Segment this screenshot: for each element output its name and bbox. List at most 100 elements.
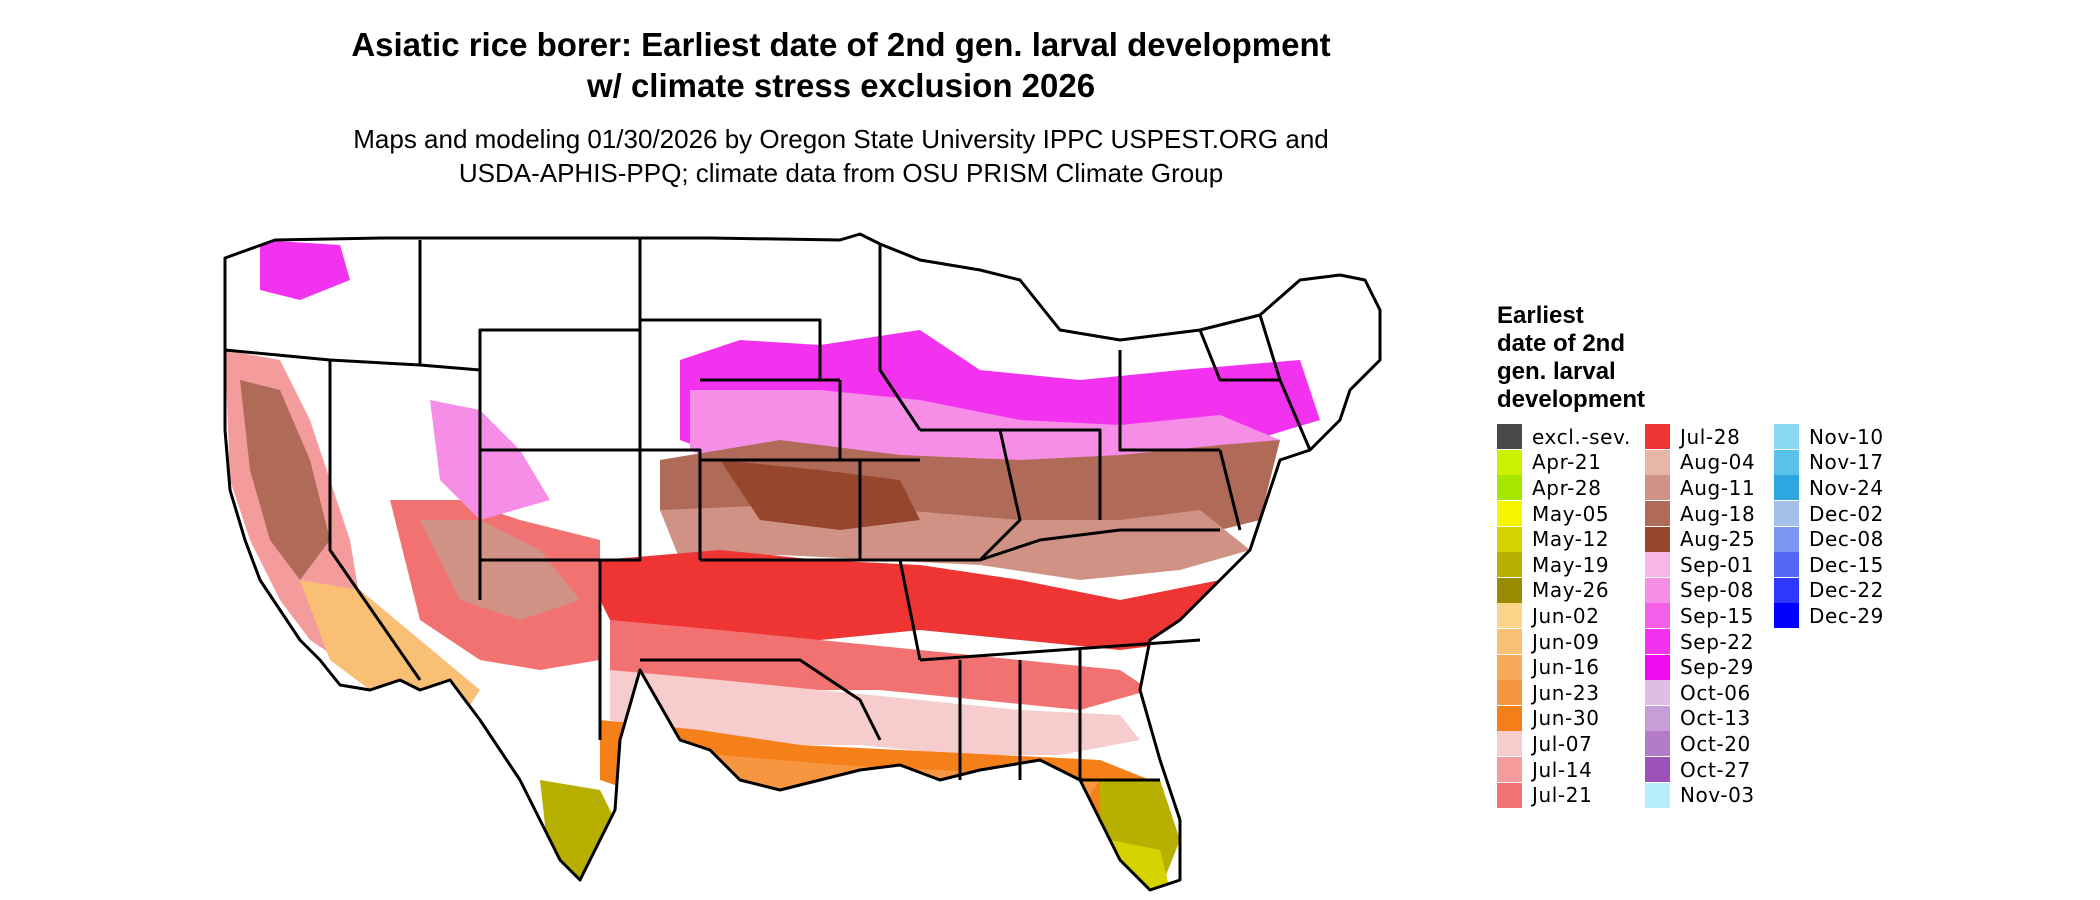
legend-label: excl.-sev. bbox=[1532, 424, 1631, 449]
legend-item: Apr-28 bbox=[1497, 475, 1631, 501]
legend-swatch bbox=[1645, 475, 1670, 501]
legend-swatch bbox=[1645, 757, 1670, 783]
legend-item: Dec-15 bbox=[1774, 552, 1884, 578]
legend-swatch bbox=[1774, 475, 1799, 501]
legend-swatch bbox=[1774, 449, 1799, 475]
legend-label: Jun-02 bbox=[1532, 603, 1600, 628]
map-subtitle: Maps and modeling 01/30/2026 by Oregon S… bbox=[0, 122, 1682, 190]
legend-label: Aug-04 bbox=[1680, 450, 1756, 475]
legend-label: Jul-28 bbox=[1680, 424, 1741, 449]
legend-label: Jun-09 bbox=[1532, 629, 1600, 654]
legend-label: May-05 bbox=[1532, 501, 1610, 526]
subtitle-line-2: USDA-APHIS-PPQ; climate data from OSU PR… bbox=[458, 158, 1224, 188]
legend-swatch bbox=[1645, 577, 1670, 603]
legend-item: excl.-sev. bbox=[1497, 424, 1631, 450]
legend-column-3: Nov-10 Nov-17 Nov-24 Dec-02 Dec-08 Dec-15 Dec-… bbox=[1774, 424, 1884, 629]
legend-swatch bbox=[1497, 782, 1522, 808]
legend-item: Sep-22 bbox=[1645, 629, 1755, 655]
legend-swatch bbox=[1497, 424, 1522, 450]
legend-item: Sep-15 bbox=[1645, 603, 1755, 629]
legend-swatch bbox=[1774, 526, 1799, 552]
legend-swatch bbox=[1497, 757, 1522, 783]
legend-label: Apr-28 bbox=[1532, 475, 1602, 500]
legend-item: Jun-09 bbox=[1497, 629, 1631, 655]
legend-label: Dec-08 bbox=[1809, 527, 1884, 552]
legend-item: Nov-03 bbox=[1645, 782, 1755, 808]
legend-swatch bbox=[1497, 654, 1522, 680]
legend-label: Nov-10 bbox=[1809, 424, 1884, 449]
legend-item: Jul-21 bbox=[1497, 782, 1631, 808]
legend-label: Dec-22 bbox=[1809, 578, 1884, 603]
legend-swatch bbox=[1497, 449, 1522, 475]
legend-label: Oct-20 bbox=[1680, 731, 1751, 756]
us-heat-map bbox=[220, 220, 1480, 900]
climate-bands bbox=[225, 234, 1380, 890]
legend-swatch bbox=[1497, 501, 1522, 527]
legend-label: Oct-27 bbox=[1680, 757, 1751, 782]
legend-label: Jun-23 bbox=[1532, 680, 1600, 705]
legend-title-line: gen. larval bbox=[1497, 358, 1616, 385]
legend-label: Nov-24 bbox=[1809, 475, 1884, 500]
legend-label: Sep-15 bbox=[1680, 603, 1754, 628]
legend-swatch bbox=[1497, 705, 1522, 731]
legend-label: Dec-29 bbox=[1809, 603, 1884, 628]
legend-title: Earliest date of 2nd gen. larval develop… bbox=[1497, 302, 1645, 414]
legend-swatch bbox=[1645, 782, 1670, 808]
title-line-2: w/ climate stress exclusion 2026 bbox=[586, 67, 1096, 104]
legend-item: Jul-14 bbox=[1497, 757, 1631, 783]
state-boundaries bbox=[223, 232, 1382, 892]
legend-item: Nov-17 bbox=[1774, 449, 1884, 476]
legend-label: Nov-17 bbox=[1809, 450, 1884, 475]
legend-item: Aug-18 bbox=[1645, 501, 1755, 527]
legend-item: May-26 bbox=[1497, 577, 1631, 604]
legend-swatch bbox=[1774, 577, 1799, 603]
legend-item: Jul-28 bbox=[1645, 424, 1755, 450]
legend-item: Dec-22 bbox=[1774, 577, 1884, 604]
legend-item: Oct-13 bbox=[1645, 705, 1755, 732]
legend-label: May-19 bbox=[1532, 552, 1610, 577]
legend-swatch bbox=[1497, 577, 1522, 603]
legend-swatch bbox=[1645, 424, 1670, 450]
legend-label: Aug-25 bbox=[1680, 527, 1756, 552]
legend-item: Oct-27 bbox=[1645, 757, 1755, 783]
legend-item: Oct-06 bbox=[1645, 680, 1755, 706]
legend-swatch bbox=[1497, 629, 1522, 655]
legend-swatch bbox=[1645, 449, 1670, 475]
legend-label: Sep-29 bbox=[1680, 655, 1754, 680]
legend-item: Dec-29 bbox=[1774, 603, 1884, 629]
legend-swatch bbox=[1497, 552, 1522, 578]
legend-swatch bbox=[1645, 603, 1670, 629]
legend-swatch bbox=[1645, 654, 1670, 680]
legend-item: Nov-24 bbox=[1774, 475, 1884, 501]
legend-item: Oct-20 bbox=[1645, 731, 1755, 757]
legend-swatch bbox=[1774, 552, 1799, 578]
legend-item: Jun-16 bbox=[1497, 654, 1631, 680]
legend-item: Jun-23 bbox=[1497, 680, 1631, 706]
legend-swatch bbox=[1645, 501, 1670, 527]
legend-swatch bbox=[1774, 424, 1799, 450]
legend-swatch bbox=[1645, 705, 1670, 731]
legend-swatch bbox=[1497, 680, 1522, 706]
legend-item: May-12 bbox=[1497, 526, 1631, 552]
legend-label: Oct-06 bbox=[1680, 680, 1751, 705]
subtitle-line-1: Maps and modeling 01/30/2026 by Oregon S… bbox=[353, 124, 1329, 154]
legend-label: Aug-18 bbox=[1680, 501, 1756, 526]
legend-swatch bbox=[1774, 603, 1799, 629]
legend-label: Sep-22 bbox=[1680, 629, 1754, 654]
legend-title-line: Earliest bbox=[1497, 302, 1584, 329]
legend-item: Aug-11 bbox=[1645, 475, 1755, 501]
legend-swatch bbox=[1645, 526, 1670, 552]
legend-swatch bbox=[1645, 552, 1670, 578]
legend-label: Dec-15 bbox=[1809, 552, 1884, 577]
legend-title-line: date of 2nd bbox=[1497, 330, 1626, 357]
legend-item: Jun-30 bbox=[1497, 705, 1631, 732]
legend-swatch bbox=[1497, 526, 1522, 552]
legend-title-line: development bbox=[1497, 386, 1646, 413]
legend-item: Jul-07 bbox=[1497, 731, 1631, 757]
legend-swatch bbox=[1645, 629, 1670, 655]
legend-item: Dec-08 bbox=[1774, 526, 1884, 552]
legend-item: May-05 bbox=[1497, 501, 1631, 527]
legend-item: Aug-25 bbox=[1645, 526, 1755, 552]
legend-label: Jul-21 bbox=[1532, 783, 1593, 808]
legend-column-1: excl.-sev. Apr-21 Apr-28 May-05 May-12 May-19… bbox=[1497, 424, 1631, 808]
